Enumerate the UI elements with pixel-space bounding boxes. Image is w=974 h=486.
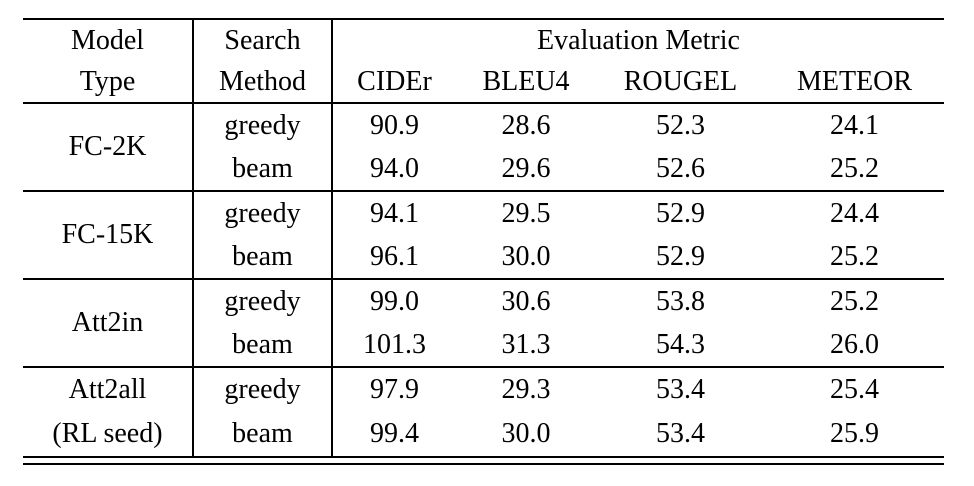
metric-value-cell: 25.2	[830, 152, 879, 184]
method-cell: beam	[193, 411, 333, 456]
metric-value-cell: 24.4	[830, 197, 879, 229]
metric-value-cell: 96.1	[370, 240, 419, 272]
model-cell: FC-2K	[23, 103, 194, 191]
metric-value-cell: 52.9	[656, 197, 705, 229]
header-model: Model	[23, 19, 194, 61]
header-method: Method	[193, 61, 333, 104]
model-cell: Att2all (RL seed)	[23, 367, 194, 456]
table-row: Att2in greedy 99.0 30.6 53.8 25.2	[23, 279, 944, 367]
metric-value-cell: 97.9	[370, 373, 419, 405]
table-row: beam 94.0 29.6 52.6 25.2	[23, 147, 944, 191]
method-cell: beam	[193, 147, 333, 191]
header-metric-bleu4: BLEU4	[456, 61, 596, 104]
header-type: Type	[23, 61, 194, 104]
metric-value-cell: 25.2	[830, 285, 879, 317]
group-fc-2k: FC-2K greedy 90.9 28.6 52.3 24.1 beam 94…	[23, 103, 944, 191]
table-row: Att2all (RL seed) greedy 97.9 29.3 53.4 …	[23, 367, 944, 456]
metric-value-cell: 53.8	[656, 285, 705, 317]
model-name-line2: (RL seed)	[52, 418, 163, 449]
model-cell: FC-15K	[23, 191, 194, 279]
group-att2in: Att2in greedy 99.0 30.6 53.8 25.2 beam 1…	[23, 279, 944, 367]
table-row: beam 96.1 30.0 52.9 25.2	[23, 235, 944, 279]
method-cell: greedy	[193, 367, 333, 412]
table-wrapper: Model Search Evaluation Metric Type Meth…	[23, 18, 944, 465]
group-att2all-rl-seed: Att2all (RL seed) greedy 97.9 29.3 53.4 …	[23, 367, 944, 456]
metric-value-cell: 52.9	[656, 240, 705, 272]
metric-value-cell: 30.0	[501, 240, 551, 272]
metric-value-cell: 94.1	[370, 197, 419, 229]
metric-value-cell: 25.9	[830, 417, 879, 449]
metric-value-cell: 28.6	[501, 109, 551, 141]
method-cell: greedy	[193, 103, 333, 147]
evaluation-metrics-table: Model Search Evaluation Metric Type Meth…	[23, 18, 944, 456]
metric-value-cell: 52.3	[656, 109, 705, 141]
model-name-line1: Att2all	[68, 374, 147, 405]
group-fc-15k: FC-15K greedy 94.1 29.5 52.9 24.4 beam 9…	[23, 191, 944, 279]
method-cell: beam	[193, 323, 333, 367]
metric-value-cell: 24.1	[830, 109, 879, 141]
metric-value-cell: 30.0	[501, 417, 551, 449]
metric-value-cell: 29.6	[501, 152, 551, 184]
table-row: FC-15K greedy 94.1 29.5 52.9 24.4	[23, 191, 944, 279]
metric-value-cell: 53.4	[656, 373, 705, 405]
method-cell: greedy	[193, 279, 333, 323]
metric-value-cell: 29.5	[501, 197, 551, 229]
metric-value-cell: 25.2	[830, 240, 879, 272]
header-row-2: Type Method CIDEr BLEU4 ROUGEL METEOR	[23, 61, 944, 104]
metric-value-cell: 30.6	[501, 285, 551, 317]
header-search: Search	[193, 19, 333, 61]
metric-value-cell-bold: 101.3	[363, 328, 426, 360]
metric-value-cell-bold: 26.0	[830, 328, 879, 360]
header-row-1: Model Search Evaluation Metric	[23, 19, 944, 61]
model-cell: Att2in	[23, 279, 194, 367]
metric-value-cell: 25.4	[830, 373, 879, 405]
header-metric-rougel: ROUGEL	[596, 61, 765, 104]
table-row-best: beam 101.3 31.3 54.3 26.0	[23, 323, 944, 367]
metric-value-cell: 90.9	[370, 109, 419, 141]
metric-value-cell-bold: 54.3	[656, 328, 705, 360]
bottom-double-rule	[23, 456, 944, 465]
table-header: Model Search Evaluation Metric Type Meth…	[23, 19, 944, 104]
table-row: FC-2K greedy 90.9 28.6 52.3 24.1	[23, 103, 944, 191]
table-row: beam 99.4 30.0 53.4 25.9	[23, 411, 944, 456]
metric-value-cell: 53.4	[656, 417, 705, 449]
header-evaluation-metric-group: Evaluation Metric	[537, 24, 740, 56]
metric-value-cell: 99.4	[370, 417, 419, 449]
metric-value-cell: 94.0	[370, 152, 419, 184]
header-metric-meteor: METEOR	[765, 61, 944, 104]
metric-value-cell: 29.3	[501, 373, 551, 405]
metric-value-cell: 52.6	[656, 152, 705, 184]
method-cell: greedy	[193, 191, 333, 235]
metric-value-cell: 99.0	[370, 285, 419, 317]
method-cell: beam	[193, 235, 333, 279]
metric-value-cell-bold: 31.3	[501, 328, 551, 360]
header-metric-cider: CIDEr	[332, 61, 456, 104]
